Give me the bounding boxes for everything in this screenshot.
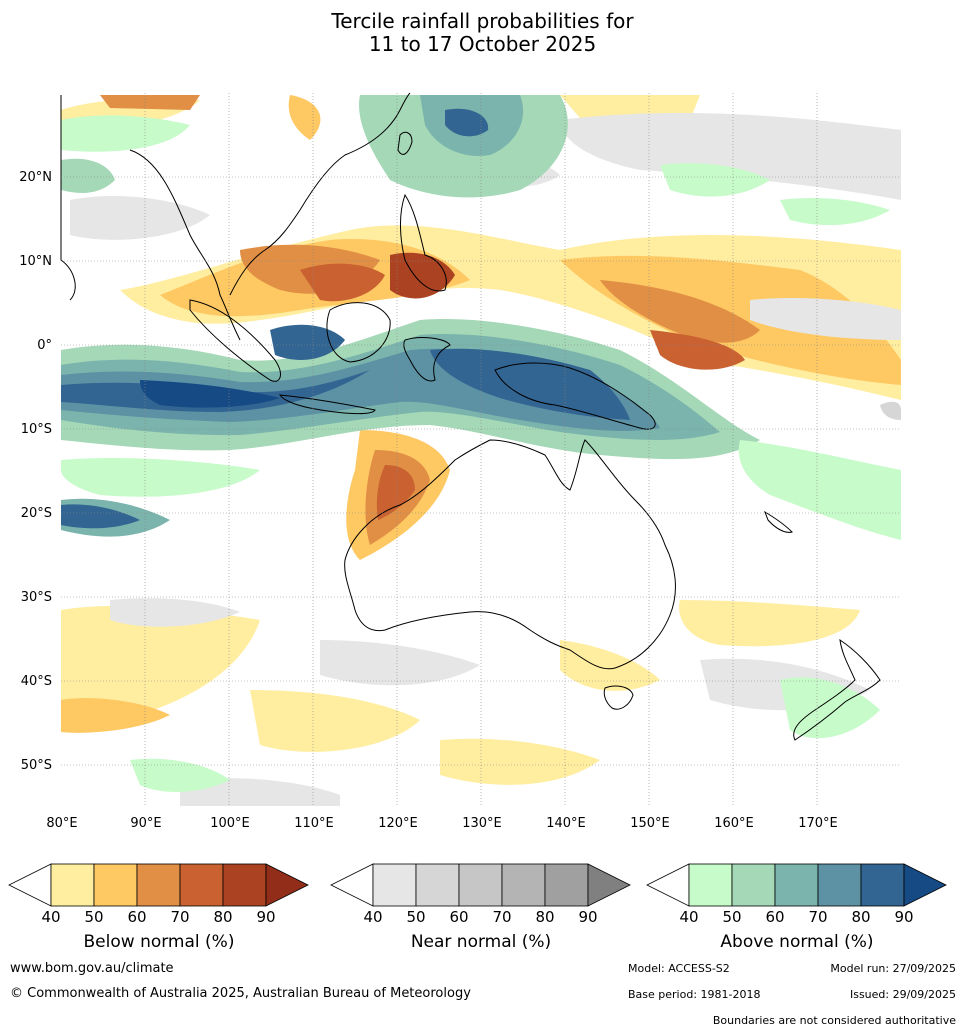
lat-label-20s: 20°S [21,506,52,521]
issued-date: Issued: 29/09/2025 [849,988,956,1001]
model-name: Model: ACCESS-S2 [628,962,730,975]
colorbar-segment [458,863,503,907]
colorbar-max-arrow [587,863,631,907]
title-line-2: 11 to 17 October 2025 [368,32,597,56]
model-run: Model run: 27/09/2025 [830,962,956,975]
colorbar-tick-label: 50 [84,908,103,922]
lat-label-30s: 30°S [21,590,52,605]
colorbar-segment [860,863,905,907]
colorbar-tick-label: 90 [894,908,913,922]
colorbar-segment [50,863,95,907]
new-guinea-coastline [494,362,656,430]
colorbar-segment [774,863,819,907]
lon-label-150e: 150°E [630,816,670,831]
colorbar-tick-label: 40 [679,908,698,922]
tasmania-coastline [603,685,634,710]
new-caledonia-coastline [764,510,793,533]
colorbar-tick-label: 60 [765,908,784,922]
colorbar-max-arrow [903,863,947,907]
colorbar-segment [415,863,460,907]
colorbar-tick-label: 70 [170,908,189,922]
colorbar-tick-label: 50 [722,908,741,922]
colorbar-tick-label: 50 [406,908,425,922]
colorbar-segment [731,863,776,907]
colorbar-tick-label: 40 [41,908,60,922]
chart-title: Tercile rainfall probabilities for 11 to… [0,10,965,56]
lon-label-120e: 120°E [378,816,418,831]
lat-label-0: 0° [37,338,52,353]
java-coastline [279,394,376,415]
colorbar-tick-label: 70 [492,908,511,922]
colorbar-segment [179,863,224,907]
colorbar-below-normal: 40 50 60 70 80 90 [8,863,309,922]
colorbar-segment [93,863,138,907]
colorbar-tick-label: 60 [449,908,468,922]
longitude-labels: 80°E 90°E 100°E 110°E 120°E 130°E 140°E … [46,816,837,831]
colorbar-min-arrow [330,863,374,907]
colorbar-segment [136,863,181,907]
lat-label-20n: 20°N [19,170,52,185]
philippines-coastline [399,193,447,292]
above-normal-patches [61,95,901,792]
colorbar-segment [817,863,862,907]
lat-label-40s: 40°S [21,674,52,689]
taiwan-coastline [397,131,413,155]
colorbar-tick-label: 60 [127,908,146,922]
map-plot-area [60,92,901,806]
latitude-labels: 20°N 10°N 0° 10°S 20°S 30°S 40°S 50°S [19,170,52,773]
below-normal-label: Below normal (%) [83,932,235,952]
lon-label-140e: 140°E [546,816,586,831]
copyright-notice: © Commonwealth of Australia 2025, Austra… [10,986,471,1001]
gridlines [61,93,901,806]
near-normal-label: Near normal (%) [410,932,552,952]
lat-label-10n: 10°N [19,254,52,269]
lon-label-100e: 100°E [210,816,250,831]
colorbar-min-arrow [646,863,690,907]
sulawesi-coastline [403,337,451,382]
sumatra-coastline [189,299,281,382]
colorbar-tick-label: 80 [535,908,554,922]
lat-label-10s: 10°S [21,422,52,437]
forecast-map: 20°N 10°N 0° 10°S 20°S 30°S 40°S 50°S 80… [19,92,901,831]
colorbar-tick-label: 80 [213,908,232,922]
lon-label-110e: 110°E [294,816,334,831]
colorbar-tick-label: 90 [256,908,275,922]
lon-label-170e: 170°E [798,816,838,831]
borneo-coastline [326,302,391,363]
colorbar-tick-label: 90 [578,908,597,922]
coastlines [60,92,881,741]
boundaries-disclaimer: Boundaries are not considered authoritat… [712,1014,956,1027]
new-zealand-coastline [793,638,881,741]
title-line-1: Tercile rainfall probabilities for [331,9,634,33]
colorbar-segment [544,863,589,907]
colorbar-above-normal: 40 50 60 70 80 90 [646,863,947,922]
colorbar-segment [688,863,733,907]
website-link[interactable]: www.bom.gov.au/climate [10,961,174,976]
colorbar-tick-label: 70 [808,908,827,922]
colorbar-max-arrow [265,863,309,907]
australia-coastline [344,439,676,670]
lon-label-90e: 90°E [130,816,161,831]
colorbar-tick-label: 80 [851,908,870,922]
lon-label-160e: 160°E [714,816,754,831]
below-normal-patches [61,95,901,785]
colorbar-near-normal: 40 50 60 70 80 90 [330,863,631,922]
colorbar-segment [222,863,267,907]
asia-coastline [60,92,411,341]
colorbar-tick-label: 40 [363,908,382,922]
lon-label-130e: 130°E [462,816,502,831]
lat-label-50s: 50°S [21,758,52,773]
lon-label-80e: 80°E [46,816,77,831]
colorbar-segment [501,863,546,907]
colorbar-segment [372,863,417,907]
above-normal-label: Above normal (%) [720,932,874,952]
colorbar-min-arrow [8,863,52,907]
base-period: Base period: 1981-2018 [628,988,761,1001]
